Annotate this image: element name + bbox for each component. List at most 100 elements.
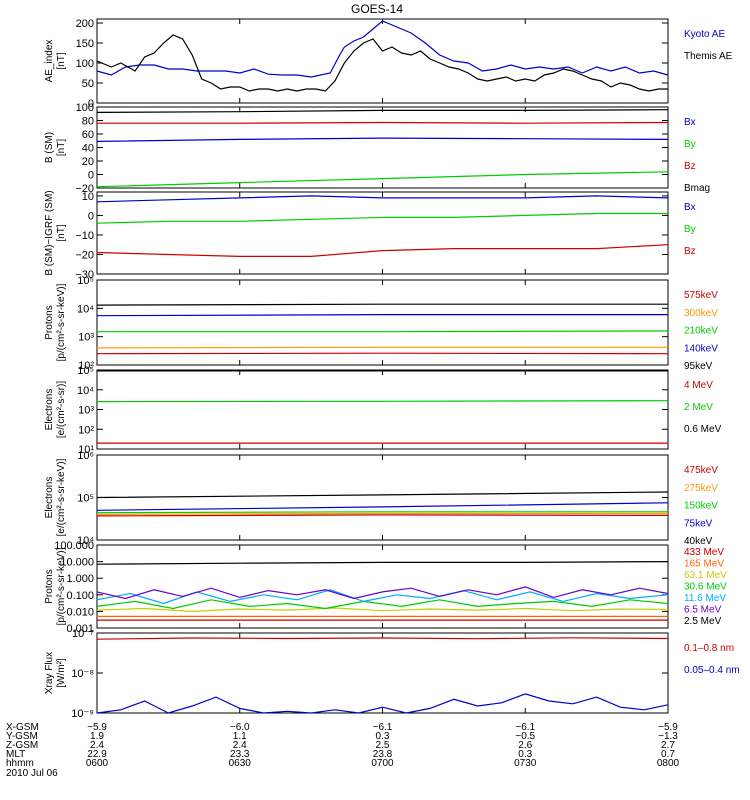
legend-label: 150keV [684,501,718,512]
legend-label: 4 MeV [684,380,713,391]
y-axis-label: [nT] [56,139,67,156]
y-tick-label: 100 [76,102,94,114]
y-tick-label: 10⁻⁷ [72,628,94,640]
y-axis-label: [nT] [56,52,67,69]
legend-label: 0.6 MeV [684,424,722,435]
ephemeris-value: −5.9 [658,722,678,733]
legend-label: 575keV [684,290,718,301]
series-line-40kev [96,491,669,499]
ephemeris-value: 1.9 [90,731,104,742]
ephemeris-value: 0800 [657,758,680,769]
y-tick-label: 0.001 [66,623,94,635]
y-tick-label: 0 [88,170,94,182]
series-line-0-05-0-4-nm [96,693,669,714]
legend-label: 165 MeV [684,559,724,570]
y-axis-label: [p/(cm²-s-sr-keV)] [56,547,67,625]
series-line-bmag [96,109,669,113]
legend-label: By [684,139,696,150]
series-line-63-1-mev [96,607,669,613]
legend-label: Bz [684,246,696,257]
legend-label: Bx [684,202,696,213]
y-tick-label: 20 [82,156,94,168]
y-tick-label: 0 [88,210,94,222]
panel-frame [96,369,669,450]
series-line-575kev [96,352,669,355]
y-tick-label: 10³ [78,405,94,417]
legend-label: Bx [684,117,696,128]
ephemeris-value: 2.7 [661,740,675,751]
y-tick-label: 10¹ [78,444,94,456]
y-tick-label: 0.010 [66,606,94,618]
y-tick-label: 10⁴ [77,303,94,315]
panel-frame [96,191,669,275]
y-tick-label: 10⁵ [77,365,94,377]
ephemeris-row-label: MLT [6,749,25,760]
y-tick-label: 100.000 [54,540,94,552]
y-tick-label: 10⁴ [77,385,94,397]
y-axis-label: [W/m²] [56,658,67,688]
y-axis-label: B (SM)−IGRF (SM) [44,190,55,275]
y-tick-label: 60 [82,129,94,141]
y-axis-label: [nT] [56,224,67,241]
y-tick-label: 10² [78,424,94,436]
y-tick-label: 0.100 [66,590,94,602]
figure-title: GOES-14 [351,2,403,16]
y-axis-label: Xray Flux [44,652,55,694]
panel-3: −30 −20 −10 0 10 B (SM)−IGRF (SM) [nT] Bx By Bz [44,190,696,281]
legend-label: 275keV [684,483,718,494]
ephemeris-value: 0.3 [518,749,532,760]
series-line-kyoto-ae [96,20,669,78]
legend-label: 140keV [684,343,718,354]
series-line-themis-ae [96,34,668,92]
panel-7: 0.001 0.010 0.100 1.000 10.000 100.000 Protons… [44,540,727,635]
ephemeris-value: 2.4 [90,740,104,751]
legend-label: Bz [684,161,696,172]
series-line-75kev [96,502,669,511]
legend-label: 95keV [684,361,713,372]
series-line-475kev [96,514,669,517]
y-tick-label: 50 [82,78,94,90]
ephemeris-value: 2.5 [376,740,390,751]
series-line-bx [96,195,669,203]
y-axis-label: B (SM) [44,132,55,163]
series-line-by [96,212,668,224]
legend-label: 75keV [684,518,713,529]
ephemeris-value: 0730 [514,758,537,769]
series-line-300kev [96,346,668,349]
y-tick-label: 10⁻⁹ [71,708,94,720]
y-tick-label: −30 [75,269,94,281]
ephemeris-value: 0700 [371,758,394,769]
ephemeris-value: −6.0 [230,722,250,733]
y-axis-label: [p/(cm²-s-sr-keV)] [56,283,67,361]
series-line-6-5-mev [96,586,669,600]
y-tick-label: 40 [82,143,94,155]
y-tick-label: 200 [76,18,94,30]
legend-label: Themis AE [684,51,733,62]
legend-label: 40keV [684,536,713,547]
y-axis-label: [e/(cm²-s-sr)] [56,381,67,438]
y-tick-label: 150 [76,38,94,50]
x-axis-ephemeris-table: 2010 Jul 06 X-GSM −5.9 −6.0 −6.1 −6.1 −5.9 Y-G… [6,722,680,779]
ephemeris-row-label: X-GSM [6,722,39,733]
ephemeris-row-label: hhmm [6,758,34,769]
series-line-bz [97,121,669,124]
y-tick-label: 100 [76,58,94,70]
series-line-2-mev [96,400,669,403]
ephemeris-value: 0.7 [661,749,675,760]
panel-6: 10⁴ 10⁵ 10⁶ Electrons [e/(cm²-s-sr-keV)] 475k… [44,450,718,547]
ephemeris-value: −1.3 [658,731,678,742]
panel-4: 10² 10³ 10⁴ 10⁵ Protons [p/(cm²-s-sr-keV)] 575… [44,275,718,372]
panel-5: 10¹ 10² 10³ 10⁴ 10⁵ Electrons [e/(cm²-s-sr)] 4 … [44,365,722,456]
series-line-by [96,171,669,188]
ephemeris-value: −6.1 [515,722,535,733]
legend-label: Bmag [684,183,710,194]
date-label: 2010 Jul 06 [6,768,58,779]
panel-frame [96,544,669,629]
y-axis-label: Electrons [44,477,55,519]
ephemeris-value: 0600 [86,758,109,769]
ephemeris-value: 2.4 [233,740,247,751]
y-tick-label: 10² [78,360,94,372]
